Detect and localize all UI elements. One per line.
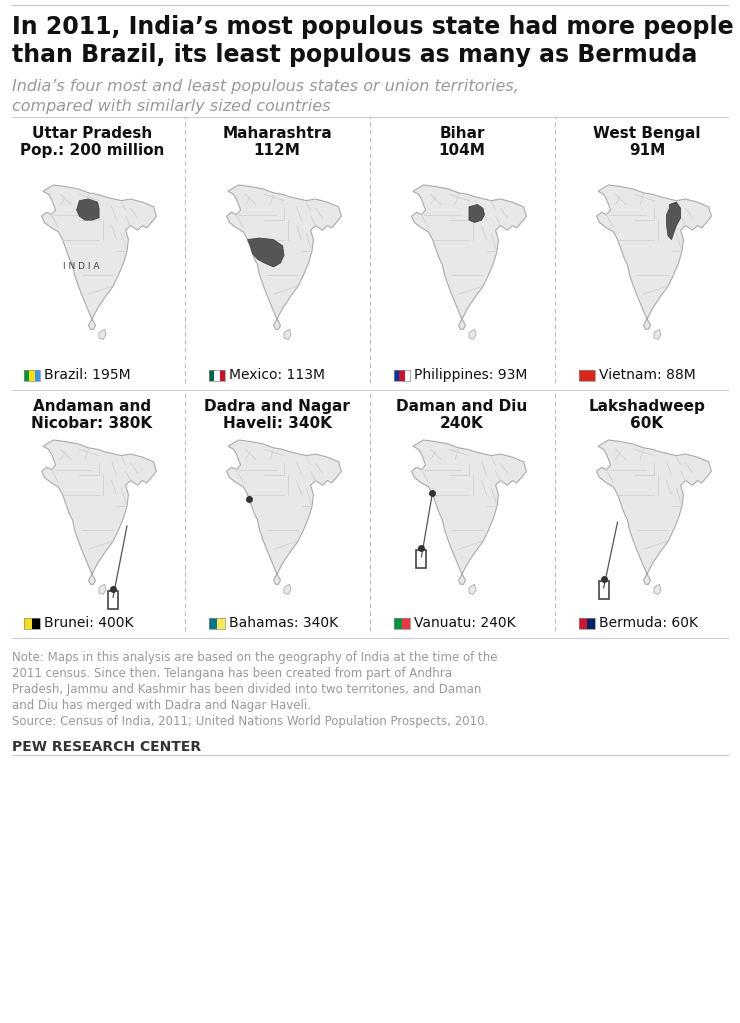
Text: and Diu has merged with Dadra and Nagar Haveli.: and Diu has merged with Dadra and Nagar … <box>12 699 311 712</box>
Bar <box>30 369 35 381</box>
Bar <box>394 618 410 628</box>
Text: Brunei: 400K: Brunei: 400K <box>44 616 133 630</box>
Bar <box>579 369 595 381</box>
Text: 60K: 60K <box>630 416 664 431</box>
Bar <box>402 618 410 628</box>
Bar <box>24 618 32 628</box>
Bar <box>599 581 608 598</box>
Text: 112M: 112M <box>254 143 300 158</box>
Text: Lakshadweep: Lakshadweep <box>588 399 705 414</box>
Bar <box>209 369 215 381</box>
Text: Nicobar: 380K: Nicobar: 380K <box>31 416 152 431</box>
Text: Pop.: 200 million: Pop.: 200 million <box>20 143 164 158</box>
Polygon shape <box>469 329 476 340</box>
Polygon shape <box>411 440 526 584</box>
Bar <box>108 591 118 609</box>
Bar <box>579 618 595 628</box>
Bar <box>209 618 225 628</box>
Bar <box>24 369 40 381</box>
Bar <box>209 369 225 381</box>
Text: Pradesh, Jammu and Kashmir has been divided into two territories, and Daman: Pradesh, Jammu and Kashmir has been divi… <box>12 683 482 696</box>
Bar <box>587 618 595 628</box>
Text: In 2011, India’s most populous state had more people: In 2011, India’s most populous state had… <box>12 15 733 39</box>
Text: Bihar: Bihar <box>440 126 485 141</box>
Text: Uttar Pradesh: Uttar Pradesh <box>32 126 152 141</box>
Polygon shape <box>226 185 341 329</box>
Polygon shape <box>411 185 526 329</box>
Bar <box>400 369 405 381</box>
Polygon shape <box>284 329 291 340</box>
Polygon shape <box>226 440 341 584</box>
Polygon shape <box>667 203 681 239</box>
Polygon shape <box>77 199 99 220</box>
Text: Source: Census of India, 2011; United Nations World Population Prospects, 2010.: Source: Census of India, 2011; United Na… <box>12 715 488 728</box>
Bar <box>417 549 426 568</box>
Text: Daman and Diu: Daman and Diu <box>397 399 528 414</box>
Text: Andaman and: Andaman and <box>33 399 151 414</box>
Text: Vanuatu: 240K: Vanuatu: 240K <box>414 616 516 630</box>
Text: Philippines: 93M: Philippines: 93M <box>414 368 528 382</box>
Text: 91M: 91M <box>629 143 665 158</box>
Text: Vietnam: 88M: Vietnam: 88M <box>599 368 696 382</box>
Polygon shape <box>284 584 291 594</box>
Polygon shape <box>469 584 476 594</box>
Text: West Bengal: West Bengal <box>593 126 701 141</box>
Polygon shape <box>41 185 156 329</box>
Text: Note: Maps in this analysis are based on the geography of India at the time of t: Note: Maps in this analysis are based on… <box>12 651 497 664</box>
Text: than Brazil, its least populous as many as Bermuda: than Brazil, its least populous as many … <box>12 43 697 66</box>
Polygon shape <box>596 440 711 584</box>
Text: Mexico: 113M: Mexico: 113M <box>229 368 325 382</box>
Text: Haveli: 340K: Haveli: 340K <box>223 416 332 431</box>
Text: Maharashtra: Maharashtra <box>222 126 332 141</box>
Text: compared with similarly sized countries: compared with similarly sized countries <box>12 99 331 114</box>
Polygon shape <box>99 329 106 340</box>
Text: 2011 census. Since then, Telangana has been created from part of Andhra: 2011 census. Since then, Telangana has b… <box>12 667 452 680</box>
Text: Bermuda: 60K: Bermuda: 60K <box>599 616 698 630</box>
Bar <box>579 369 595 381</box>
Bar <box>394 369 410 381</box>
Polygon shape <box>654 329 661 340</box>
Bar <box>220 369 225 381</box>
Polygon shape <box>248 238 284 267</box>
Bar <box>24 369 30 381</box>
Text: PEW RESEARCH CENTER: PEW RESEARCH CENTER <box>12 740 201 754</box>
Bar <box>215 369 220 381</box>
Bar <box>394 369 400 381</box>
Text: I N D I A: I N D I A <box>63 263 100 271</box>
Bar <box>32 618 40 628</box>
Text: India’s four most and least populous states or union territories,: India’s four most and least populous sta… <box>12 79 519 94</box>
Bar <box>217 618 225 628</box>
Text: 240K: 240K <box>440 416 484 431</box>
Bar <box>24 618 40 628</box>
Polygon shape <box>41 440 156 584</box>
Polygon shape <box>99 584 106 594</box>
Bar <box>209 618 217 628</box>
Bar <box>579 618 587 628</box>
Polygon shape <box>469 205 485 222</box>
Bar <box>394 618 402 628</box>
Bar <box>35 369 40 381</box>
Polygon shape <box>654 584 661 594</box>
Bar <box>405 369 410 381</box>
Text: Dadra and Nagar: Dadra and Nagar <box>204 399 350 414</box>
Text: Bahamas: 340K: Bahamas: 340K <box>229 616 338 630</box>
Polygon shape <box>596 185 711 329</box>
Text: 104M: 104M <box>439 143 485 158</box>
Text: Brazil: 195M: Brazil: 195M <box>44 368 131 382</box>
